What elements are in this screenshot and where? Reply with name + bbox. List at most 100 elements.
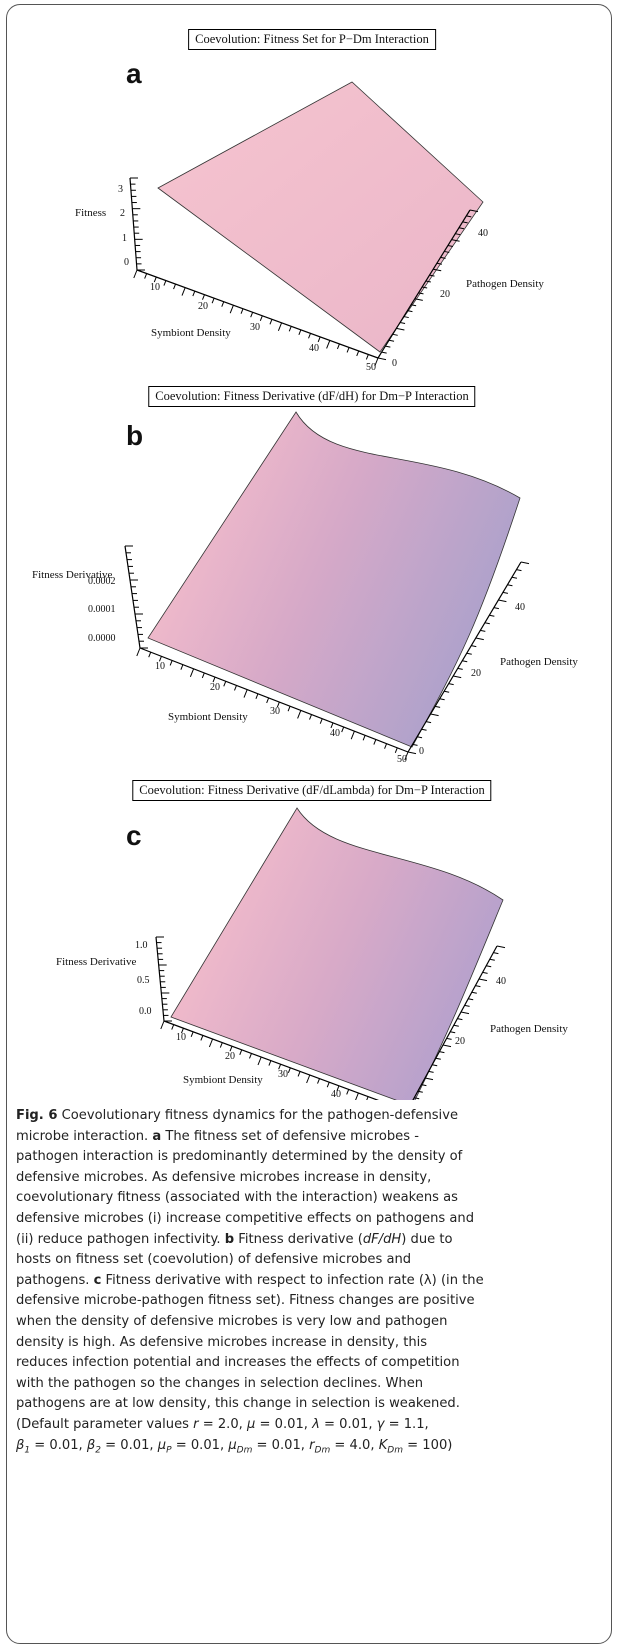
axis-tick — [287, 706, 291, 712]
axis-tick — [496, 945, 506, 949]
caption-text: when the density of defensive microbes i… — [16, 1313, 448, 1329]
axis-tick — [425, 280, 431, 283]
surface-plot-c: 1.0 0.5 0.0 Fitness Derivative 10 20 30 … — [56, 807, 568, 1100]
x-tick-label: 50 — [366, 362, 376, 370]
y-axis-label: Pathogen Density — [466, 278, 544, 290]
axis-tick — [356, 350, 360, 357]
axis-tick — [480, 629, 486, 632]
panel-label: b — [126, 420, 144, 451]
axis-tick — [288, 326, 292, 332]
x-tick-label: 40 — [330, 728, 340, 739]
axis-tick — [444, 690, 450, 693]
caption-text: = 0.01, — [319, 1416, 377, 1432]
axis-tick — [502, 591, 509, 594]
z-tick-label: 3 — [118, 184, 123, 195]
axis-tick — [439, 698, 445, 701]
y-tick-label: 40 — [496, 976, 506, 987]
y-tick-label: 20 — [471, 668, 481, 679]
caption-text: Coevolutionary fitness dynamics for the … — [57, 1108, 459, 1123]
axis-tick — [219, 1042, 223, 1048]
axis-tick — [417, 1090, 423, 1093]
caption-text: Fitness derivative ( — [234, 1231, 363, 1247]
y-axis-line — [407, 561, 522, 753]
y-axis-line — [377, 209, 471, 359]
axis-tick — [425, 721, 432, 724]
axis-tick — [257, 1056, 262, 1066]
x-tick-label: 40 — [331, 1089, 341, 1100]
axis-tick — [221, 301, 225, 307]
axis-tick — [411, 304, 417, 307]
axis-tick — [341, 726, 345, 733]
caption-text: = 4.0, — [330, 1437, 379, 1453]
caption-text: Dm — [236, 1445, 253, 1456]
panel-c: Coevolution: Fitness Derivative (dF/dLam… — [56, 780, 568, 1100]
axis-tick — [173, 283, 177, 290]
panel-a: Coevolution: Fitness Set for P−Dm Intera… — [0, 0, 624, 370]
caption-text: Fitness derivative with respect to infec… — [101, 1272, 484, 1288]
caption-line: defensive microbes. As defensive microbe… — [16, 1168, 610, 1189]
x-axis-label: Symbiont Density — [151, 327, 231, 339]
caption-text: defensive microbes. As defensive microbe… — [16, 1169, 432, 1185]
caption-text: λ — [312, 1416, 320, 1432]
caption-text: pathogen interaction is predominantly de… — [16, 1149, 463, 1165]
caption-text: r — [309, 1437, 315, 1453]
axis-tick — [475, 985, 481, 988]
axis-tick — [190, 1031, 194, 1037]
axis-tick — [407, 751, 417, 755]
caption-text: ) due to — [401, 1231, 453, 1247]
caption-text: The fitness set of defensive microbes - — [161, 1128, 419, 1144]
axis-tick — [516, 569, 522, 572]
caption-text: = 2.0, — [198, 1416, 247, 1432]
axis-tick — [153, 276, 157, 283]
axis-tick — [287, 1067, 291, 1073]
axis-tick — [374, 357, 379, 367]
y-tick-label: 20 — [440, 289, 450, 300]
z-tick-label: 0.0002 — [88, 576, 116, 587]
axis-tick — [460, 1011, 470, 1015]
panel-title: Coevolution: Fitness Set for P−Dm Intera… — [188, 29, 436, 50]
axis-tick — [511, 576, 518, 579]
axis-tick — [475, 637, 484, 641]
axis-tick — [428, 1070, 434, 1073]
caption-line: density is high. As defensive microbes i… — [16, 1333, 610, 1354]
axis-tick — [189, 668, 195, 677]
z-tick-label: 0.0001 — [88, 604, 116, 615]
caption-text: coevolutionary fitness (associated with … — [16, 1190, 458, 1206]
caption-text: = 0.01, — [100, 1437, 158, 1453]
axis-tick — [169, 660, 173, 666]
axis-tick — [384, 743, 388, 749]
axis-tick — [268, 1060, 272, 1066]
axis-tick — [136, 647, 141, 657]
axis-tick — [424, 1077, 434, 1081]
caption-text: b — [224, 1231, 235, 1247]
caption-text: r — [193, 1416, 199, 1432]
z-axis-label: Fitness — [75, 207, 106, 219]
axis-tick — [404, 751, 409, 761]
axis-tick — [498, 599, 507, 603]
caption-line: with the pathogen so the changes in sele… — [16, 1374, 610, 1395]
axis-tick — [414, 298, 423, 301]
axis-tick — [192, 290, 196, 297]
caption-line: (Default parameter values r = 2.0, μ = 0… — [16, 1415, 610, 1436]
axis-tick — [493, 952, 499, 955]
axis-tick — [309, 714, 312, 720]
axis-tick — [435, 705, 441, 708]
axis-tick — [144, 273, 148, 279]
panel-b: Coevolution: Fitness Derivative (dF/dH) … — [0, 0, 624, 770]
axis-tick — [468, 998, 474, 1001]
axis-tick — [181, 287, 186, 296]
axis-tick — [330, 722, 334, 729]
axis-tick — [432, 1064, 438, 1067]
x-tick-label: 30 — [250, 322, 260, 333]
axis-tick — [447, 245, 454, 248]
axis-tick — [399, 321, 406, 324]
axis-line — [129, 177, 138, 271]
axis-tick — [403, 316, 409, 319]
axis-tick — [336, 343, 340, 350]
caption-line: pathogens are at low density, this chang… — [16, 1394, 610, 1415]
fitness-derivative-surface — [147, 411, 521, 748]
axis-tick — [430, 713, 439, 717]
axis-tick — [308, 333, 311, 339]
caption-text: pathogens are at low density, this chang… — [16, 1396, 460, 1412]
y-tick-label: 40 — [478, 228, 488, 239]
